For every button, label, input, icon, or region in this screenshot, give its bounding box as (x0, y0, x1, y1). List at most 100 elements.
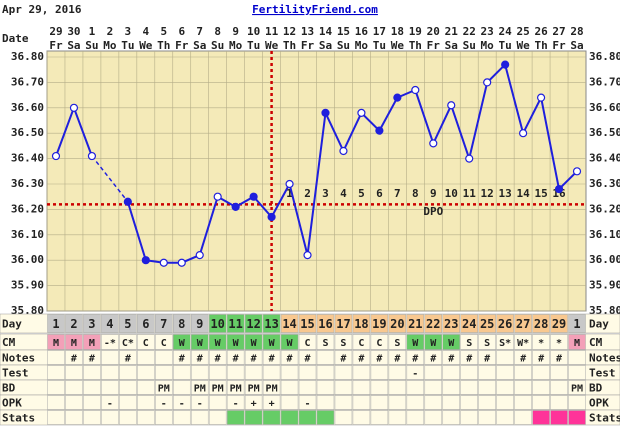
cell (370, 334, 389, 350)
day-entry: 13 (264, 317, 278, 331)
cell (208, 334, 227, 350)
cell (280, 314, 299, 333)
weekday-label: Mo (355, 39, 369, 52)
cell (550, 334, 568, 350)
dpo-number: 13 (499, 187, 512, 200)
cell (137, 365, 155, 380)
cell (388, 350, 407, 365)
temperature-point (393, 93, 402, 102)
cell (352, 410, 371, 425)
cell (442, 395, 460, 410)
y-tick-label-right: 36.10 (589, 228, 620, 241)
cell (334, 365, 353, 380)
chart-date: Apr 29, 2016 (2, 3, 82, 16)
dpo-number: 1 (286, 187, 293, 200)
cell (388, 334, 407, 350)
dpo-number: 4 (340, 187, 347, 200)
weekday-label: Th (157, 39, 170, 52)
cell (65, 350, 83, 365)
cell (316, 380, 335, 395)
dpo-number: 10 (445, 187, 458, 200)
row-label: CM (2, 336, 16, 349)
cell (532, 314, 550, 333)
cell (173, 380, 191, 395)
cell (532, 334, 550, 350)
row-label: BD (2, 382, 16, 395)
cell (208, 365, 227, 380)
row-label: OPK (2, 397, 22, 410)
cell (119, 314, 137, 333)
dpo-number: 7 (394, 187, 401, 200)
date-label: 14 (319, 25, 333, 38)
cm-entry: S (340, 338, 346, 349)
bd-entry: PM (194, 384, 206, 395)
cell (406, 410, 425, 425)
cell (442, 380, 460, 395)
cell (101, 395, 119, 410)
cell (334, 380, 353, 395)
cell (442, 350, 460, 365)
cell (83, 314, 101, 333)
cell (47, 314, 65, 333)
day-entry: 14 (282, 317, 296, 331)
date-label: 16 (355, 25, 369, 38)
dpo-number: 2 (304, 187, 311, 200)
cell (370, 380, 389, 395)
temperature-point (51, 151, 61, 161)
cell (190, 314, 209, 333)
cell (514, 380, 532, 395)
cell (119, 380, 137, 395)
opk-entry: + (269, 399, 275, 410)
cell (478, 334, 496, 350)
day-entry: 4 (106, 317, 113, 331)
cell (442, 410, 460, 425)
cm-entry: * (538, 338, 544, 349)
y-tick-label-right: 36.60 (589, 101, 620, 114)
cell (442, 314, 460, 333)
temperature-point (375, 126, 384, 135)
y-tick-label-right: 36.20 (589, 202, 620, 215)
cell (119, 350, 137, 365)
notes-entry: # (197, 354, 203, 365)
day-entry: 17 (336, 317, 350, 331)
cell (83, 350, 101, 365)
cell (568, 410, 586, 425)
weekday-label: Su (85, 39, 98, 52)
cell (190, 365, 209, 380)
cell (83, 380, 101, 395)
notes-entry: # (538, 354, 544, 365)
cell (460, 380, 478, 395)
y-tick-label-right: 36.70 (589, 75, 620, 88)
cell (262, 314, 281, 333)
cell (262, 410, 281, 425)
cell (478, 395, 496, 410)
cell (352, 380, 371, 395)
weekday-label: We (139, 39, 153, 52)
date-label: 20 (427, 25, 440, 38)
cell (316, 395, 335, 410)
cell (119, 395, 137, 410)
cell (119, 365, 137, 380)
date-label: 7 (196, 25, 203, 38)
cell (334, 395, 353, 410)
cell (262, 350, 281, 365)
cell (514, 395, 532, 410)
cell (568, 350, 586, 365)
cell (388, 395, 407, 410)
cm-entry: S (466, 338, 472, 349)
temperature-point (213, 192, 222, 201)
cell (190, 334, 209, 350)
cell (532, 410, 550, 425)
cm-entry: W (287, 338, 294, 349)
cell (83, 395, 101, 410)
temperature-point (501, 60, 510, 69)
cm-entry: W (197, 338, 204, 349)
row-label-right: Test (589, 367, 616, 380)
cell (298, 410, 317, 425)
cell (280, 334, 299, 350)
weekday-label: We (265, 39, 279, 52)
cell (406, 350, 425, 365)
weekday-label: Sa (570, 39, 583, 52)
site-link[interactable]: FertilityFriend.com (252, 3, 378, 16)
cell (262, 380, 281, 395)
